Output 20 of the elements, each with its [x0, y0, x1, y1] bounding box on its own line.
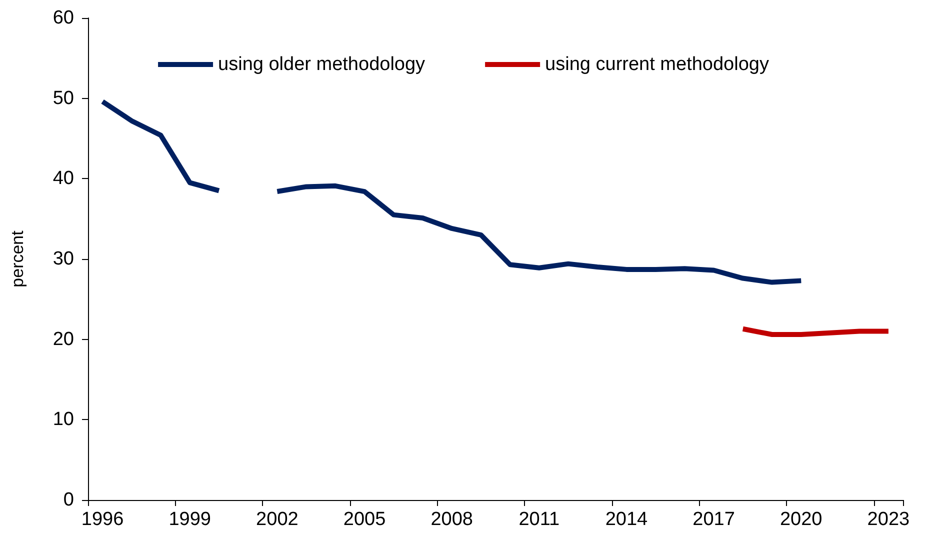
y-tick-label: 20: [52, 328, 74, 350]
y-tick-label: 10: [52, 409, 74, 430]
y-tick-label: 60: [52, 8, 74, 28]
x-tick-label: 2020: [780, 509, 822, 530]
y-tick-label: 30: [52, 248, 74, 270]
x-tick-label: 2023: [867, 509, 910, 530]
y-axis-title: percent: [8, 230, 27, 288]
x-tick-label: 2011: [518, 509, 560, 530]
x-tick-label: 2002: [256, 509, 298, 530]
y-tick-label: 40: [52, 168, 74, 190]
x-tick-label: 2008: [430, 509, 473, 530]
x-tick-label: 2005: [343, 509, 386, 530]
y-tick-label: 0: [63, 490, 74, 510]
x-tick-label: 2017: [692, 509, 735, 530]
x-tick-label: 1996: [81, 509, 124, 530]
legend-label: using older methodology: [218, 54, 426, 75]
x-tick-label: 1999: [168, 509, 212, 530]
legend-label: using current methodology: [545, 54, 770, 75]
x-tick-label: 2014: [605, 509, 648, 530]
y-tick-label: 50: [52, 88, 74, 109]
